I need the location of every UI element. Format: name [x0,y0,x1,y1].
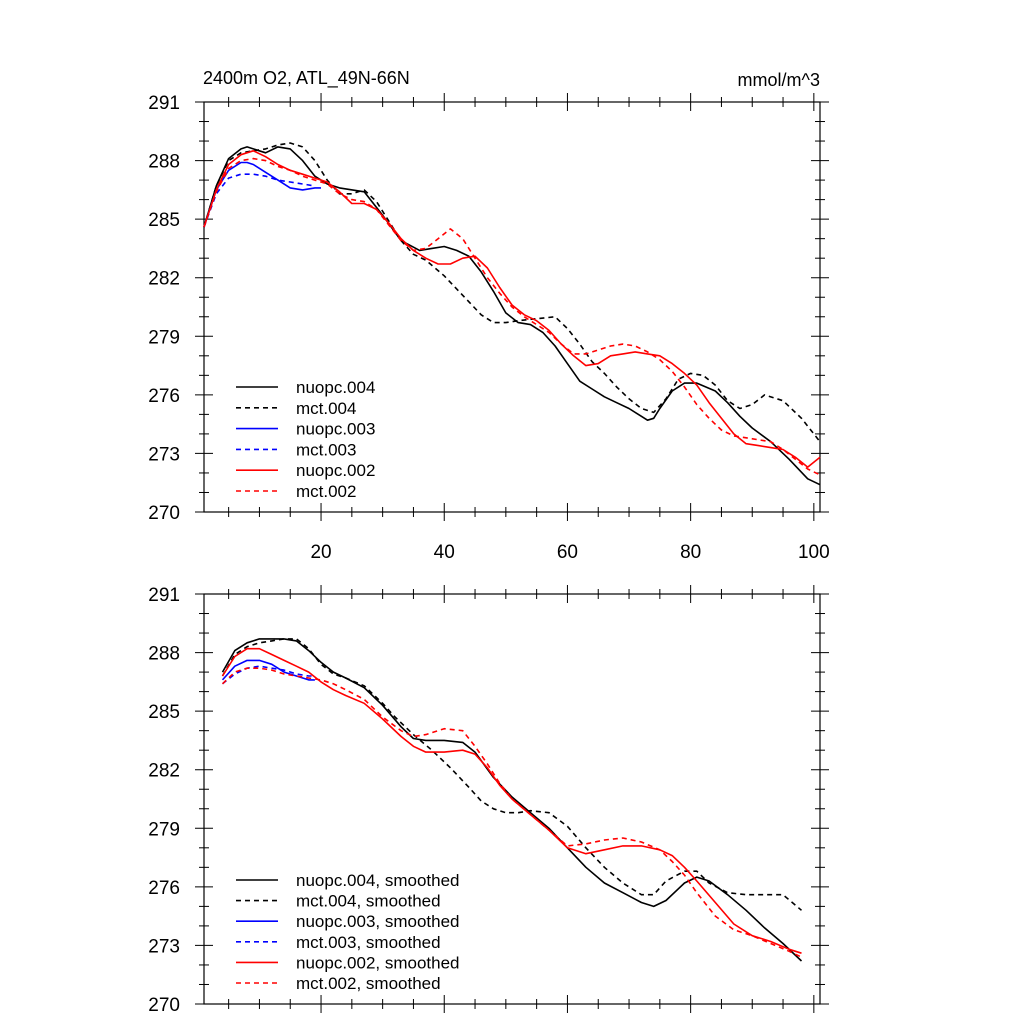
y-tick-label: 288 [148,644,180,665]
legend-label: mct.003, smoothed [296,933,441,952]
y-tick-label: 273 [148,936,180,957]
y-tick-label: 285 [148,702,180,723]
series-line-5 [221,647,802,954]
y-tick-label: 270 [148,995,180,1016]
legend-label: mct.003 [296,440,356,459]
legend-label: nuopc.004 [296,378,375,397]
y-tick-label: 279 [148,327,180,348]
series-line-5 [203,150,821,468]
y-tick-label: 285 [148,210,180,231]
plot-frame [203,101,821,513]
chart-title: 2400m O2, ATL_49N-66N [203,68,410,89]
series-line-4 [222,665,315,685]
legend-label: mct.004 [296,399,356,418]
series-line-1 [203,146,821,486]
x-tick-label: 100 [798,542,830,563]
series-line-6 [203,157,821,476]
y-tick-label: 291 [148,93,180,114]
y-tick-label: 282 [148,269,180,290]
legend-label: mct.002, smoothed [296,974,441,993]
x-tick-label: 60 [557,542,578,563]
y-tick-label: 291 [148,585,180,606]
legend-label: nuopc.002 [296,461,375,480]
series-line-6 [221,667,802,958]
y-tick-label: 276 [148,386,180,407]
series-line-3 [203,161,321,228]
x-tick-label: 80 [680,542,701,563]
x-tick-label: 20 [310,542,331,563]
x-tick-label: 40 [434,542,455,563]
legend-label: nuopc.003 [296,420,375,439]
legend-label: nuopc.002, smoothed [296,953,460,972]
y-tick-label: 282 [148,761,180,782]
series-line-2 [203,142,821,443]
units-label: mmol/m^3 [738,70,820,90]
plot-frame [203,593,821,1005]
series-line-3 [221,659,315,681]
series-line-4 [203,173,316,228]
legend-label: nuopc.003, smoothed [296,912,460,931]
legend-label: mct.004, smoothed [296,892,441,911]
legend-label: mct.002 [296,482,356,501]
series-line-2 [221,638,803,911]
bottom-panel: 270 273 276 279 282 285 288 291 nuopc.004, smoot… [148,585,829,1016]
y-tick-label: 276 [148,878,180,899]
legend-label: nuopc.004, smoothed [296,871,460,890]
y-tick-label: 270 [148,503,180,524]
y-tick-label: 288 [148,152,180,173]
top-panel: 2400m O2, ATL_49N-66N mmol/m^3 270 273 276… [148,68,829,563]
y-tick-label: 273 [148,444,180,465]
y-tick-label: 279 [148,819,180,840]
